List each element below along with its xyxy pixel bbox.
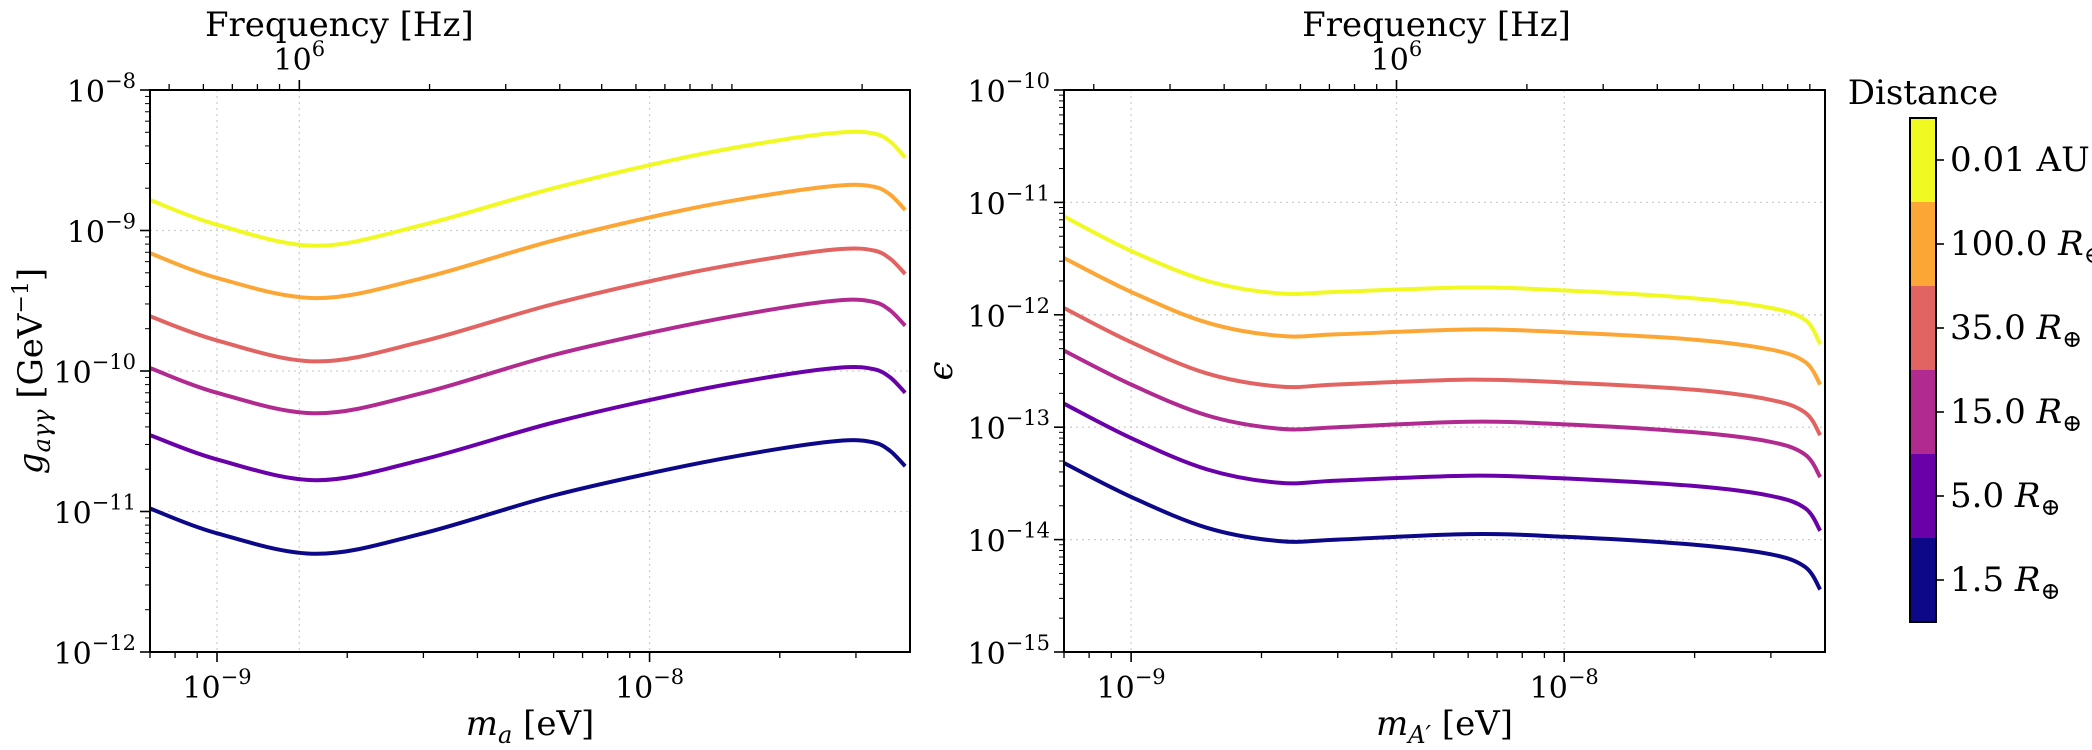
colorbar-title: Distance xyxy=(1848,73,1999,113)
x-tick-label: 10−8 xyxy=(1530,665,1599,706)
series-line-5 xyxy=(1063,461,1822,591)
dark-photon-chart: 10−9 10−8 10−15 10−14 10−13 10−12 10−11 10−10 10… xyxy=(921,5,1826,749)
series-line-1 xyxy=(149,182,907,301)
top-tick-label: 106 xyxy=(274,37,326,78)
colorbar-label-2: 35.0 R⊕ xyxy=(1950,308,2082,353)
top-tick-label: 106 xyxy=(1371,37,1423,78)
colorbar-segment-5 xyxy=(1910,538,1936,623)
colorbar-label-5: 1.5 R⊕ xyxy=(1950,560,2061,605)
colorbar-segment-3 xyxy=(1910,370,1936,455)
colorbar-segment-2 xyxy=(1910,286,1936,371)
x-axis-title: mA′ [eV] xyxy=(1376,704,1513,749)
x-tick-label: 10−9 xyxy=(1097,665,1166,706)
colorbar-label-0: 0.01 AU xyxy=(1950,140,2090,180)
y-tick-label: 10−11 xyxy=(967,181,1050,222)
y-tick-label: 10−8 xyxy=(67,69,136,110)
distance-colorbar: Distance 0.01 AU 100.0 R⊕ 35.0 R⊕ 15.0 R⊕ 5.0… xyxy=(1848,73,2092,623)
y-tick-label: 10−12 xyxy=(53,631,136,672)
y-tick-label: 10−12 xyxy=(967,294,1050,335)
series-line-3 xyxy=(149,297,907,416)
colorbar-segment-0 xyxy=(1910,118,1936,203)
top-axis-title: Frequency [Hz] xyxy=(205,5,474,45)
colorbar-segment-4 xyxy=(1910,454,1936,539)
y-tick-label: 10−15 xyxy=(967,631,1050,672)
y-tick-label: 10−14 xyxy=(967,519,1050,560)
colorbar-label-3: 15.0 R⊕ xyxy=(1950,392,2082,437)
series-line-2 xyxy=(1063,306,1822,437)
series-line-2 xyxy=(149,246,907,364)
top-axis-title: Frequency [Hz] xyxy=(1302,5,1571,45)
colorbar-frame xyxy=(1909,117,1937,623)
series-line-4 xyxy=(149,365,907,483)
y-tick-label: 10−10 xyxy=(53,350,136,391)
series-line-0 xyxy=(1063,214,1822,346)
series-line-1 xyxy=(1063,256,1822,386)
series-line-4 xyxy=(1063,401,1822,532)
x-tick-label: 10−9 xyxy=(182,665,251,706)
series-line-3 xyxy=(1063,348,1822,479)
colorbar-label-1: 100.0 R⊕ xyxy=(1950,224,2092,269)
y-tick-label: 10−9 xyxy=(67,210,136,251)
colorbar-label-4: 5.0 R⊕ xyxy=(1950,476,2061,521)
x-axis-title: ma [eV] xyxy=(466,704,595,749)
colorbar-segment-1 xyxy=(1910,202,1936,287)
y-tick-label: 10−13 xyxy=(967,406,1050,447)
y-axis-title: gaγγ [GeV−1] xyxy=(9,268,56,474)
plot-frame xyxy=(1063,89,1826,653)
series-line-5 xyxy=(149,438,907,556)
y-axis-title: ϵ xyxy=(921,361,961,380)
series-line-0 xyxy=(149,129,907,248)
x-tick-label: 10−8 xyxy=(615,665,684,706)
axion-coupling-chart: 10−9 10−8 10−12 10−11 10−10 10−9 10−8 106Freque… xyxy=(9,5,911,749)
y-tick-label: 10−11 xyxy=(53,491,136,532)
y-tick-label: 10−10 xyxy=(967,69,1050,110)
